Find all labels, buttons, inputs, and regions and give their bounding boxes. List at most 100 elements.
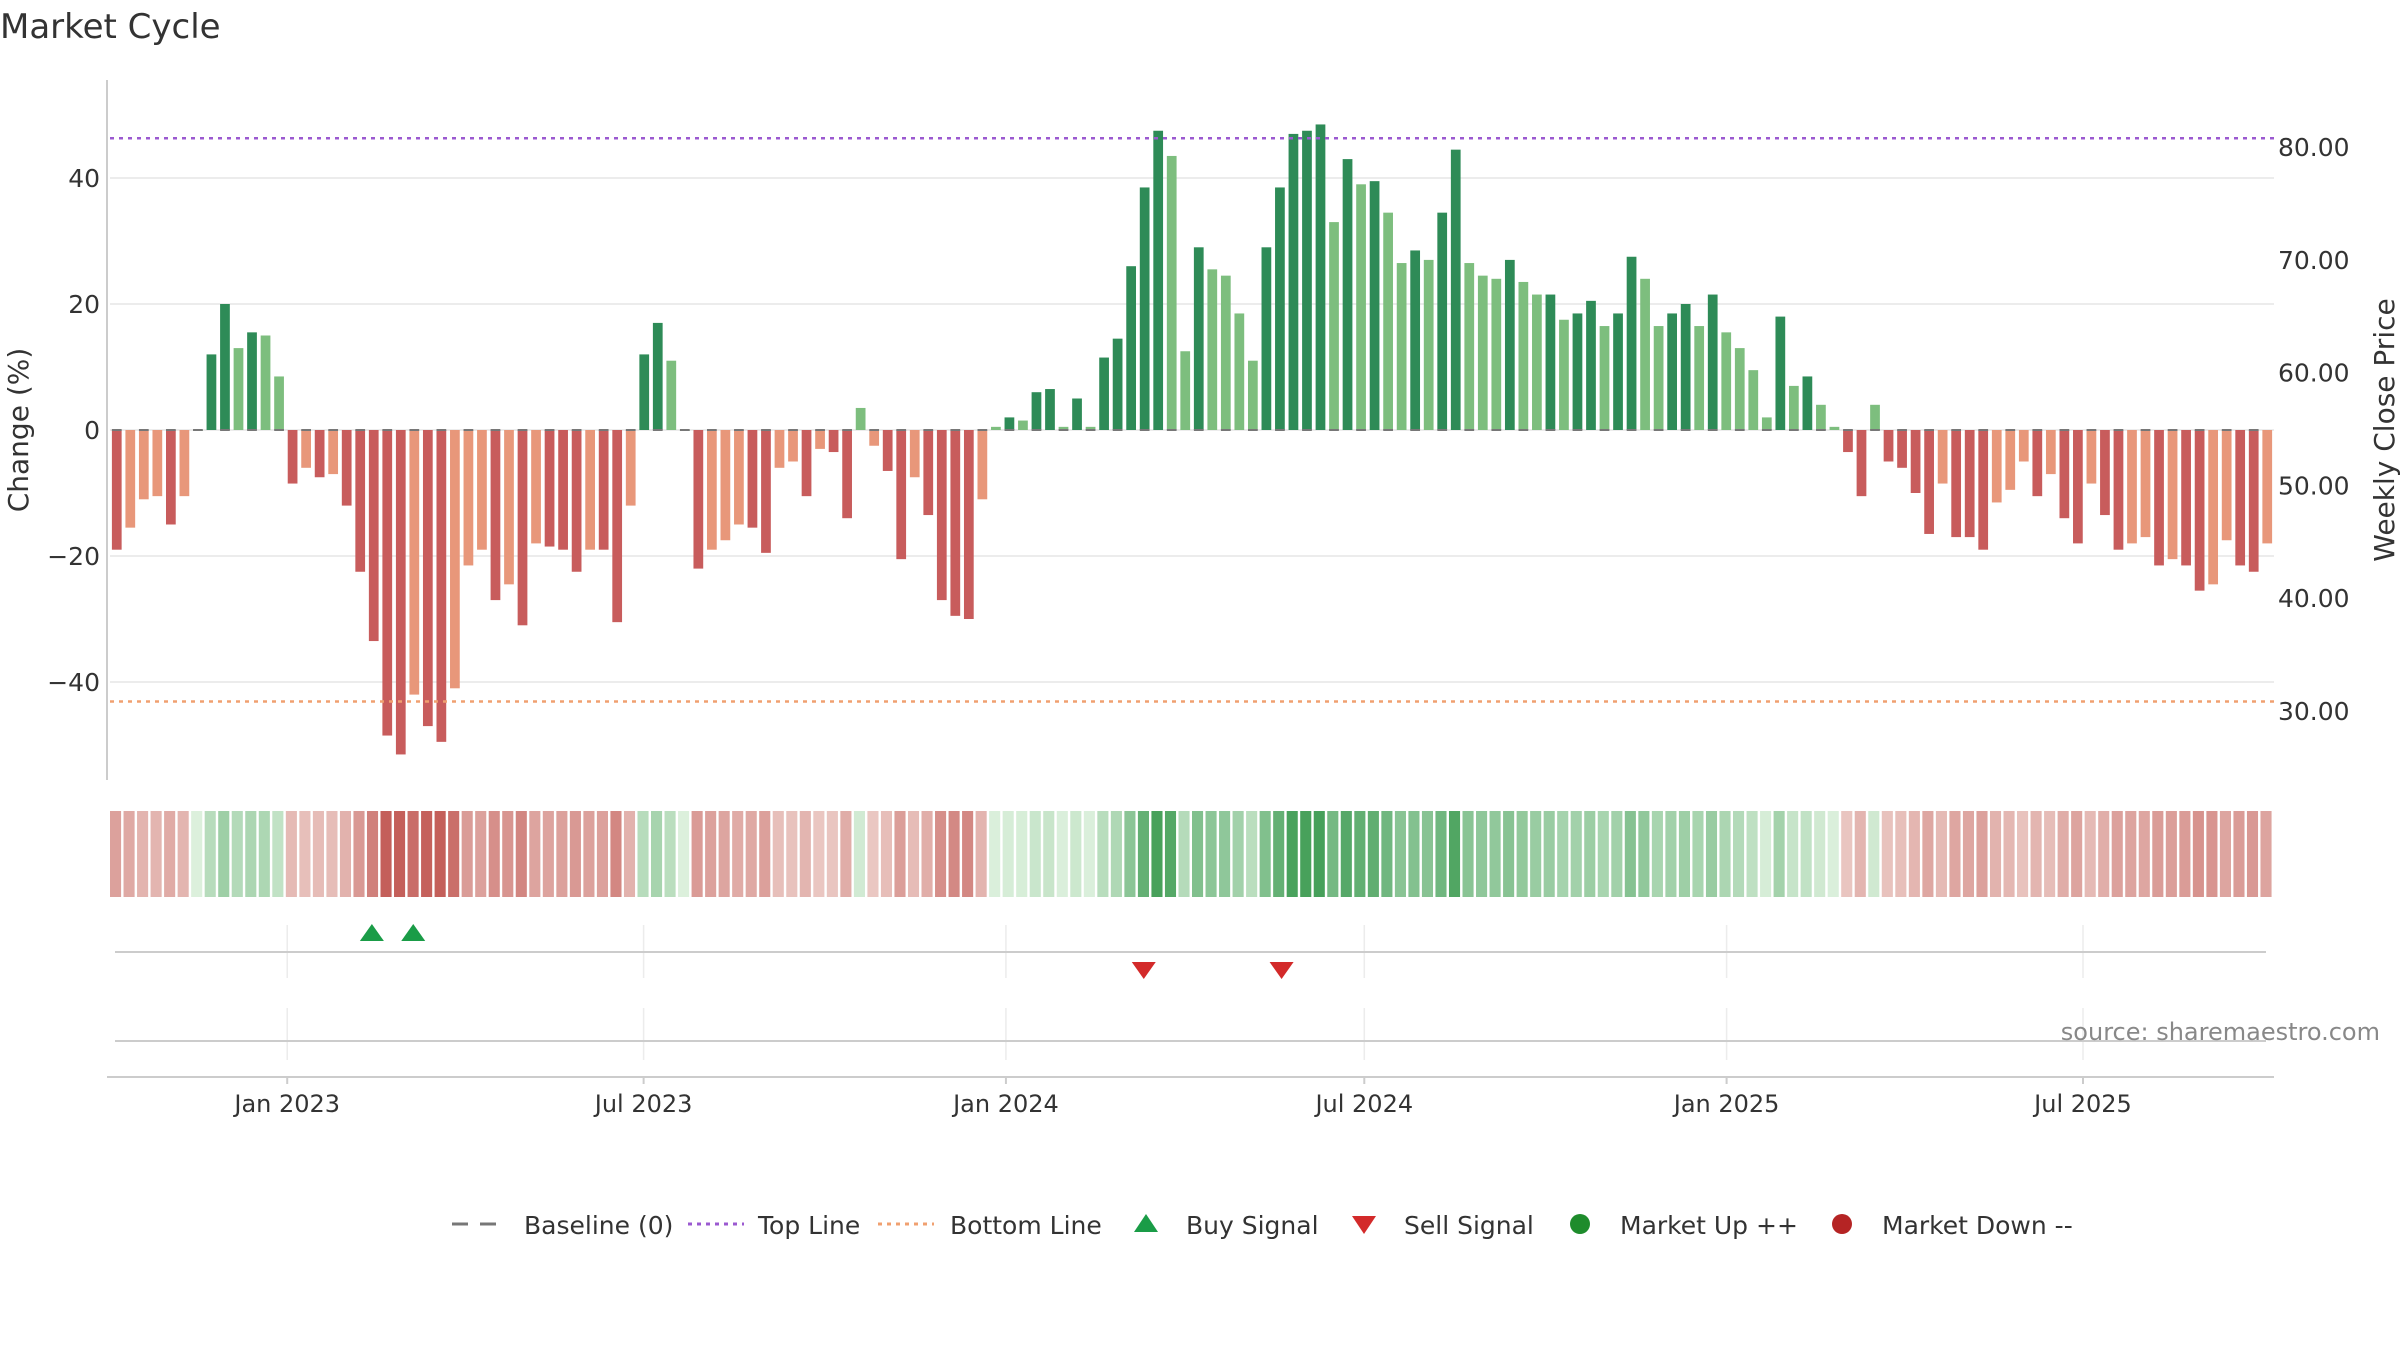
change-bar	[1180, 351, 1191, 430]
change-bar	[706, 430, 717, 550]
change-bar	[179, 430, 190, 497]
change-bar	[1518, 281, 1529, 430]
heat-cell	[2152, 811, 2164, 897]
heat-cell	[1503, 811, 1515, 897]
heat-cell	[1949, 811, 1961, 897]
heat-cell	[137, 811, 149, 897]
change-bar	[152, 430, 163, 497]
heat-cell	[623, 811, 636, 897]
x-tick-label: Jul 2024	[1313, 1090, 1413, 1118]
change-bar	[2167, 430, 2178, 560]
heat-cell	[1760, 811, 1772, 897]
change-bar	[1112, 338, 1123, 430]
heat-cell	[218, 811, 230, 897]
y-tick-label: −20	[47, 542, 100, 571]
change-bar	[1559, 319, 1569, 430]
heat-cell	[1881, 811, 1893, 897]
change-bar	[774, 430, 785, 468]
change-bar	[1275, 187, 1285, 430]
change-bar	[1572, 313, 1583, 430]
change-bar	[1423, 259, 1434, 430]
y-tick-labels: 40 20 0 −20 −40	[47, 164, 100, 697]
change-bar	[612, 430, 623, 623]
change-bar	[1937, 430, 1948, 484]
change-bar	[517, 430, 528, 626]
heat-cell	[664, 811, 676, 897]
legend-market-up-label: Market Up ++	[1620, 1211, 1798, 1240]
y2-tick-label: 70.00	[2278, 246, 2350, 275]
change-bar	[368, 430, 379, 642]
change-bar	[1193, 247, 1204, 430]
heat-cell	[164, 811, 176, 897]
change-bar	[1991, 430, 2002, 503]
heat-cell	[1638, 811, 1650, 897]
heat-cell	[299, 811, 311, 897]
heat-cell	[2260, 811, 2272, 897]
heat-cell	[1124, 811, 1136, 897]
change-bar	[1315, 124, 1326, 430]
change-bar	[2235, 430, 2246, 566]
change-bar	[625, 430, 636, 506]
heat-cell	[488, 811, 500, 897]
change-bar	[1396, 263, 1407, 430]
y2-tick-label: 40.00	[2278, 584, 2350, 613]
change-bar	[2045, 430, 2056, 475]
heat-cell	[1151, 811, 1163, 897]
heat-cell	[380, 811, 392, 897]
heat-cell	[1841, 811, 1853, 897]
heat-cell	[2003, 811, 2015, 897]
change-bar	[788, 430, 798, 462]
legend-sell-triangle-icon	[1352, 1216, 1376, 1234]
change-bar	[1234, 313, 1245, 430]
heat-cell	[1286, 811, 1298, 897]
change-bar	[1978, 430, 1989, 550]
heat-cell	[745, 811, 757, 897]
legend-buy-signal: Buy Signal	[1134, 1211, 1319, 1240]
buy-signal-marker	[401, 924, 426, 941]
heat-cell	[1989, 811, 2002, 897]
change-bar	[1261, 247, 1272, 430]
change-bar	[1166, 155, 1177, 430]
change-bar	[1951, 430, 1962, 538]
change-bar	[2208, 430, 2219, 585]
heat-cell	[1678, 811, 1690, 897]
heat-cell	[691, 811, 703, 897]
chart-title: Market Cycle	[0, 7, 221, 47]
legend-bottom-line: Bottom Line	[878, 1211, 1102, 1240]
heat-strip	[110, 811, 2272, 897]
change-bar	[869, 430, 880, 446]
heat-cell	[1746, 811, 1758, 897]
change-bar	[1775, 316, 1786, 430]
change-bar	[1734, 348, 1745, 430]
x-tick-label: Jul 2023	[593, 1090, 693, 1118]
change-bar	[1816, 404, 1826, 430]
change-bar	[1653, 326, 1664, 430]
legend: Baseline (0) Top Line Bottom Line Buy Si…	[452, 1211, 2073, 1240]
change-bar	[1504, 259, 1515, 430]
heat-cell	[1773, 811, 1785, 897]
heat-cell	[1232, 811, 1244, 897]
buy-signal-marker	[359, 924, 384, 941]
heat-cell	[1259, 811, 1271, 897]
change-bar	[314, 430, 325, 478]
heat-cell	[502, 811, 514, 897]
change-bar	[1247, 360, 1258, 430]
heat-cell	[150, 811, 162, 897]
change-bar	[1004, 417, 1015, 430]
change-bar	[328, 430, 339, 475]
heat-cell	[935, 811, 947, 897]
heat-cell	[1340, 811, 1352, 897]
sell-signal-marker	[1269, 962, 1294, 979]
heat-cell	[285, 811, 297, 897]
change-bar	[1491, 278, 1502, 430]
heat-cell	[1367, 811, 1379, 897]
change-bar	[950, 430, 961, 616]
heat-cell	[1219, 811, 1231, 897]
heat-cell	[1462, 811, 1474, 897]
y2-tick-label: 60.00	[2278, 359, 2350, 388]
legend-buy-signal-label: Buy Signal	[1186, 1211, 1319, 1240]
heat-cell	[921, 811, 933, 897]
heat-cell	[1408, 811, 1420, 897]
change-bar	[991, 426, 1001, 430]
heat-cell	[759, 811, 771, 897]
